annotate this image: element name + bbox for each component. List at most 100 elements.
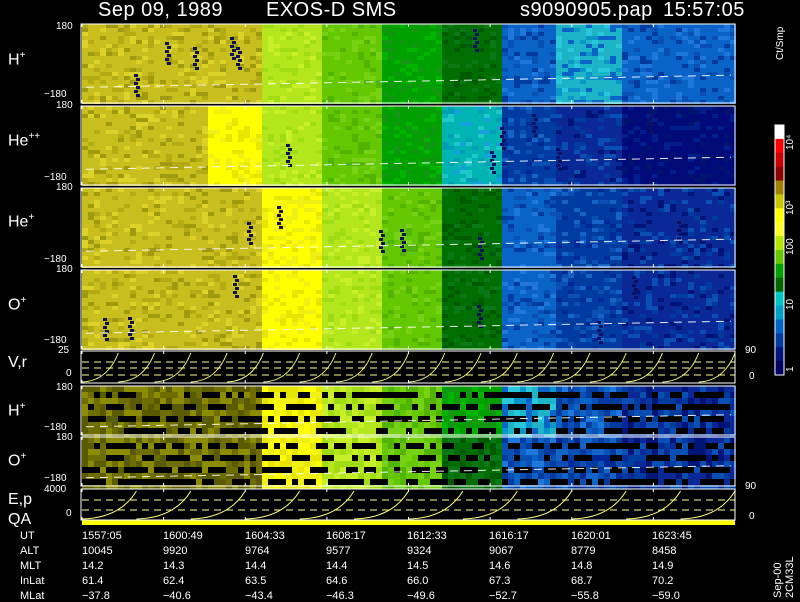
footer-cell: 9324 <box>407 546 431 557</box>
footer-cell: 10045 <box>82 546 113 557</box>
heatmap-oplus <box>82 270 736 350</box>
colorbar-tick: 1 <box>786 366 796 372</box>
title-date: Sep 09, 1989 <box>98 0 223 20</box>
footer-cell: 67.3 <box>489 576 510 587</box>
footer-cell: −43.4 <box>245 591 273 602</box>
colorbar-swatch <box>775 194 784 208</box>
footer-cell: 1604:33 <box>245 531 285 542</box>
footer-cell: 1600:49 <box>163 531 203 542</box>
heatmap-heplus <box>82 188 736 268</box>
tick-vr-max: 25 <box>58 346 69 356</box>
heatmap-hplus2 <box>82 386 736 440</box>
footer-cell: 1612:33 <box>407 531 447 542</box>
footer-cell: 66.0 <box>407 576 428 587</box>
footer-cell: 14.8 <box>571 561 592 572</box>
colorbar-swatch <box>775 208 784 222</box>
colorbar-swatch <box>775 167 784 181</box>
label-ep: E,p <box>8 492 32 508</box>
tick-oplus-max: 180 <box>56 265 73 275</box>
tick-vr-rmin: 0 <box>749 372 755 382</box>
footer-cell: 68.7 <box>571 576 592 587</box>
qa-bar <box>82 520 735 525</box>
footer-cell: 64.6 <box>326 576 347 587</box>
footer-cell: 14.5 <box>407 561 428 572</box>
colorbar-tick: 100 <box>786 238 796 255</box>
colorbar-swatch <box>775 153 784 167</box>
footer-cell: 62.4 <box>163 576 184 587</box>
footer-cell: 1620:01 <box>571 531 611 542</box>
footer-row-label: UT <box>20 531 35 542</box>
footer-row-label: InLat <box>20 576 44 587</box>
footer-cell: 14.3 <box>163 561 184 572</box>
footer-cell: −46.3 <box>326 591 354 602</box>
footer-cell: 14.2 <box>82 561 103 572</box>
footer-row-label: MLT <box>20 561 41 572</box>
footer-row-label: MLat <box>20 591 44 602</box>
tick-ep-rmax: 90 <box>745 482 756 492</box>
footer-cell: 1623:45 <box>652 531 692 542</box>
colorbar-swatch <box>775 139 784 153</box>
footer-cell: 14.9 <box>652 561 673 572</box>
heatmap-oplus2 <box>82 437 736 491</box>
footer-cell: −59.0 <box>652 591 680 602</box>
footer-cell: 14.4 <box>326 561 347 572</box>
tick-heplus-max: 180 <box>56 183 73 193</box>
footer-cell: 1616:17 <box>489 531 529 542</box>
tick-oplus2-max: 180 <box>56 433 73 443</box>
footer-cell: −37.8 <box>82 591 110 602</box>
colorbar-swatch <box>775 264 784 278</box>
heatmap-hplus <box>82 24 736 104</box>
colorbar-tick: 10⁴ <box>786 135 796 150</box>
footer-cell: 9577 <box>326 546 350 557</box>
label-hplus: H+ <box>8 51 25 68</box>
heatmap-hepp <box>82 106 736 186</box>
footer-cell: 14.4 <box>245 561 266 572</box>
colorbar-swatch <box>775 292 784 306</box>
label-heplus: He+ <box>8 213 34 230</box>
footer-cell: 1608:17 <box>326 531 366 542</box>
colorbar-swatch <box>775 347 784 361</box>
title-time: 15:57:05 <box>663 0 745 20</box>
colorbar-swatch <box>775 278 784 292</box>
colorbar-swatch <box>775 222 784 236</box>
tick-ep-max: 4000 <box>44 485 66 495</box>
ep-panel <box>82 489 735 520</box>
label-qa: QA <box>8 512 31 528</box>
tick-hplus-min: −180 <box>44 90 67 100</box>
footer-cell: 61.4 <box>82 576 103 587</box>
footer-row-label: ALT <box>20 546 39 557</box>
footer-cell: 9920 <box>163 546 187 557</box>
label-oplus2: O+ <box>8 452 26 469</box>
footer-cell: 8458 <box>652 546 676 557</box>
label-vr: V,r <box>8 355 27 371</box>
title-mission: EXOS-D SMS <box>266 0 397 20</box>
colorbar-swatch <box>775 361 784 375</box>
footer-cell: 9764 <box>245 546 269 557</box>
label-hplus2: H+ <box>8 402 25 419</box>
colorbar-tick: 10³ <box>786 201 796 215</box>
tick-hplus-max: 180 <box>56 22 73 32</box>
footer-cell: −49.6 <box>407 591 435 602</box>
label-oplus: O+ <box>8 296 26 313</box>
tick-vr-min: 0 <box>66 369 72 379</box>
timestamp-stamp: Sep-00 2CM33L <box>772 556 796 598</box>
colorbar-tick: 10 <box>786 299 796 310</box>
colorbar-swatch <box>775 236 784 250</box>
colorbar-swatch <box>775 333 784 347</box>
vr-panel <box>82 351 735 383</box>
footer-cell: 14.6 <box>489 561 510 572</box>
colorbar-swatch <box>775 181 784 195</box>
footer-cell: −52.7 <box>489 591 517 602</box>
colorbar-unit: Ct/Smp <box>775 27 786 60</box>
tick-hplus2-max: 180 <box>56 383 73 393</box>
tick-hepp-max: 180 <box>56 101 73 111</box>
tick-oplus2-min: −180 <box>44 474 67 484</box>
colorbar-swatch <box>775 125 784 139</box>
colorbar-swatch <box>775 319 784 333</box>
colorbar-swatch <box>775 250 784 264</box>
footer-cell: −40.6 <box>163 591 191 602</box>
footer-cell: 63.5 <box>245 576 266 587</box>
footer-cell: 8779 <box>571 546 595 557</box>
tick-ep-min: 0 <box>66 509 72 519</box>
